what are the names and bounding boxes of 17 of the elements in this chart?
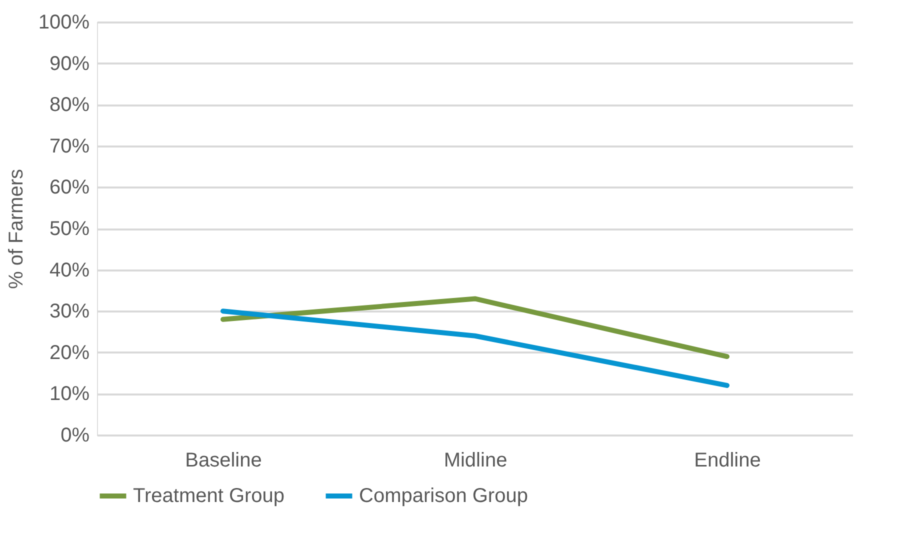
y-tick-label: 60% <box>49 176 90 199</box>
legend-label: Treatment Group <box>133 485 285 507</box>
y-tick-label: 50% <box>49 218 90 240</box>
y-tick-label: 20% <box>49 342 90 364</box>
y-tick-label: 90% <box>49 52 90 75</box>
legend-label: Comparison Group <box>359 485 528 507</box>
y-tick-label: 40% <box>49 259 90 282</box>
y-tick-label: 80% <box>49 94 90 116</box>
x-tick-label: Baseline <box>185 450 262 472</box>
x-tick-label: Endline <box>694 450 761 472</box>
y-tick-label: 100% <box>38 12 90 34</box>
x-tick-label: Midline <box>444 450 508 472</box>
y-axis-title: % of Farmers <box>5 168 28 290</box>
y-tick-label: 70% <box>49 135 90 158</box>
y-tick-label: 0% <box>60 424 90 446</box>
y-tick-label: 30% <box>49 300 90 323</box>
y-tick-label: 10% <box>49 383 90 406</box>
